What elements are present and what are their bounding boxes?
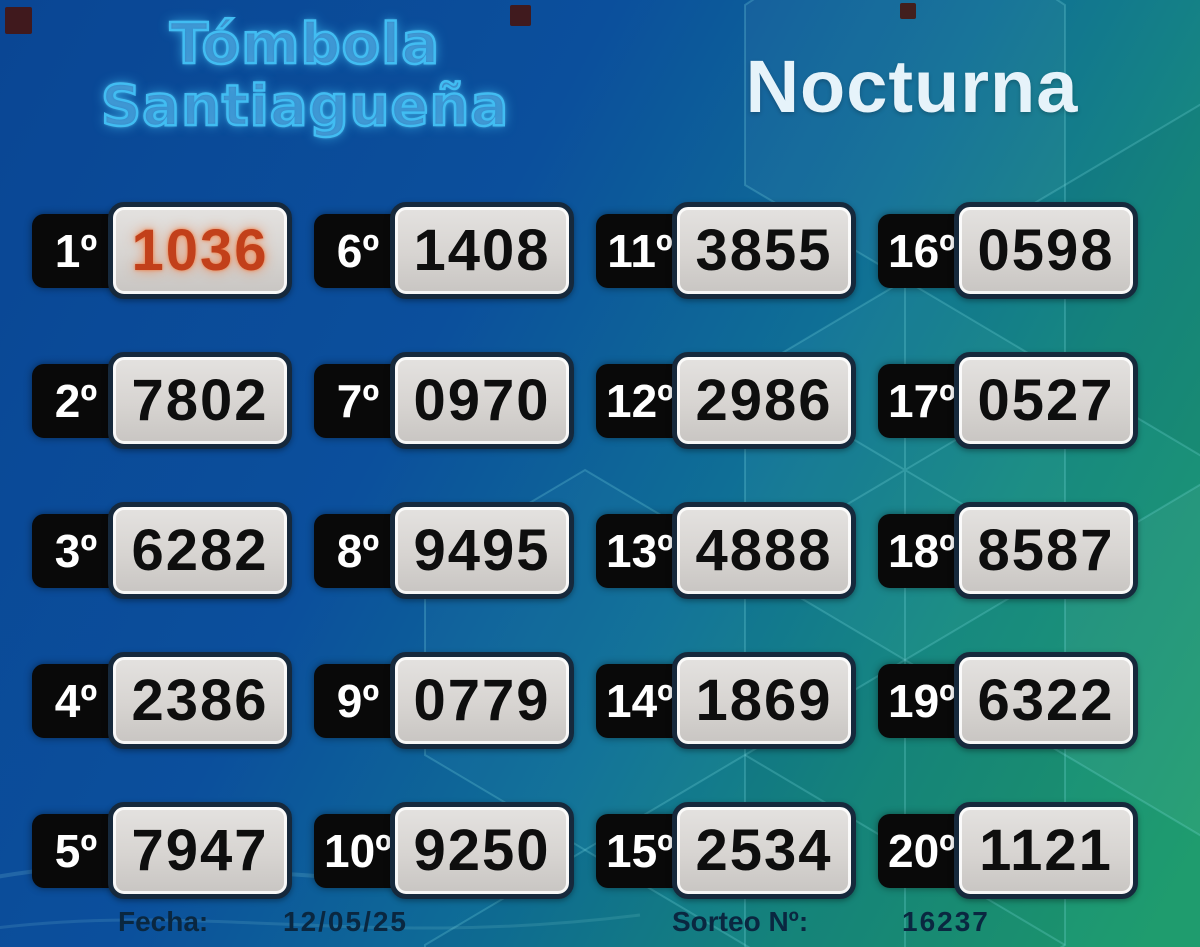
- result-cell: 3º 6282: [32, 502, 292, 599]
- position-badge: 2º: [32, 363, 120, 438]
- result-cell: 6º 1408: [314, 202, 574, 299]
- position-badge: 1º: [32, 213, 120, 288]
- result-cell: 20º 1121: [878, 802, 1138, 899]
- number-tile: 1036: [108, 202, 292, 299]
- position-badge: 11º: [596, 213, 684, 288]
- number-tile: 3855: [672, 202, 856, 299]
- position-badge: 18º: [878, 513, 966, 588]
- result-cell: 10º 9250: [314, 802, 574, 899]
- number-tile: 1408: [390, 202, 574, 299]
- number-tile: 7947: [108, 802, 292, 899]
- video-artifact: [900, 3, 916, 19]
- number-tile: 6322: [954, 652, 1138, 749]
- position-badge: 8º: [314, 513, 402, 588]
- logo-line-1: Tómbola: [169, 12, 441, 77]
- result-cell: 11º 3855: [596, 202, 856, 299]
- result-cell: 17º 0527: [878, 352, 1138, 449]
- logo-line-2: Santiagueña: [100, 73, 510, 139]
- number-tile: 0779: [390, 652, 574, 749]
- fecha-label: Fecha:: [118, 906, 209, 937]
- result-cell: 13º 4888: [596, 502, 856, 599]
- result-cell: 5º 7947: [32, 802, 292, 899]
- position-badge: 12º: [596, 363, 684, 438]
- number-tile: 0527: [954, 352, 1138, 449]
- number-tile: 8587: [954, 502, 1138, 599]
- position-badge: 4º: [32, 663, 120, 738]
- results-grid: 1º 1036 6º 1408 11º 3855 16º 0598 2º 780…: [32, 202, 1138, 899]
- logo-tombola-santiaguena: Tómbola Santiagueña: [100, 12, 510, 139]
- position-badge: 13º: [596, 513, 684, 588]
- number-tile: 1121: [954, 802, 1138, 899]
- result-cell: 16º 0598: [878, 202, 1138, 299]
- position-badge: 10º: [314, 813, 402, 888]
- position-badge: 5º: [32, 813, 120, 888]
- number-tile: 2534: [672, 802, 856, 899]
- number-tile: 6282: [108, 502, 292, 599]
- position-badge: 19º: [878, 663, 966, 738]
- footer: Fecha: 12/05/25 Sorteo Nº: 16237: [0, 906, 1200, 947]
- position-badge: 9º: [314, 663, 402, 738]
- position-badge: 14º: [596, 663, 684, 738]
- result-cell: 15º 2534: [596, 802, 856, 899]
- position-badge: 15º: [596, 813, 684, 888]
- result-cell: 7º 0970: [314, 352, 574, 449]
- result-cell: 1º 1036: [32, 202, 292, 299]
- video-artifact: [5, 7, 32, 34]
- number-tile: 9495: [390, 502, 574, 599]
- result-cell: 19º 6322: [878, 652, 1138, 749]
- number-tile: 4888: [672, 502, 856, 599]
- number-tile: 2386: [108, 652, 292, 749]
- number-tile: 1869: [672, 652, 856, 749]
- position-badge: 17º: [878, 363, 966, 438]
- number-tile: 0598: [954, 202, 1138, 299]
- number-tile: 9250: [390, 802, 574, 899]
- position-badge: 16º: [878, 213, 966, 288]
- result-cell: 18º 8587: [878, 502, 1138, 599]
- position-badge: 6º: [314, 213, 402, 288]
- result-cell: 8º 9495: [314, 502, 574, 599]
- position-badge: 3º: [32, 513, 120, 588]
- fecha-value: 12/05/25: [283, 906, 408, 937]
- result-cell: 12º 2986: [596, 352, 856, 449]
- number-tile: 0970: [390, 352, 574, 449]
- position-badge: 20º: [878, 813, 966, 888]
- number-tile: 2986: [672, 352, 856, 449]
- video-artifact: [510, 5, 531, 26]
- edition-title: Nocturna: [745, 45, 1079, 128]
- sorteo-value: 16237: [902, 906, 990, 937]
- result-cell: 2º 7802: [32, 352, 292, 449]
- position-badge: 7º: [314, 363, 402, 438]
- sorteo-label: Sorteo Nº:: [672, 906, 809, 937]
- result-cell: 4º 2386: [32, 652, 292, 749]
- result-cell: 9º 0779: [314, 652, 574, 749]
- result-cell: 14º 1869: [596, 652, 856, 749]
- number-tile: 7802: [108, 352, 292, 449]
